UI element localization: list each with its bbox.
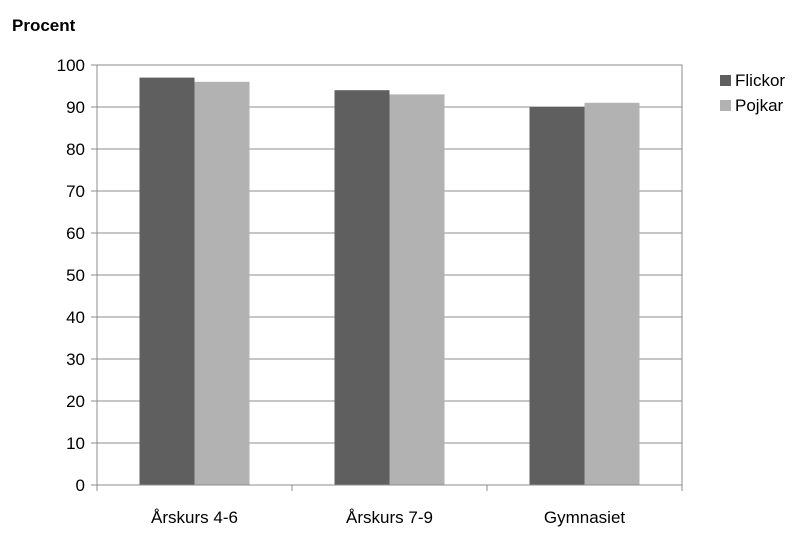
y-tick-label: 0: [76, 476, 85, 495]
x-axis-ticks: Årskurs 4-6 Årskurs 7-9 Gymnasiet: [96, 485, 683, 527]
bar-pojkar-1: [389, 94, 445, 486]
legend-swatch-pojkar: [720, 100, 731, 111]
y-tick-label: 70: [66, 182, 85, 201]
y-axis-title: Procent: [12, 16, 76, 35]
y-axis-ticks: 0 10 20 30 40 50 60 70 80 90 100: [57, 56, 97, 495]
legend-swatch-flickor: [720, 75, 731, 86]
x-category-label: Årskurs 7-9: [346, 508, 433, 527]
bar-pojkar-2: [584, 102, 640, 486]
y-tick-label: 60: [66, 224, 85, 243]
y-tick-label: 30: [66, 350, 85, 369]
y-tick-label: 10: [66, 434, 85, 453]
y-tick-label: 50: [66, 266, 85, 285]
y-tick-label: 90: [66, 98, 85, 117]
bar-flickor-1: [334, 90, 390, 485]
y-tick-label: 40: [66, 308, 85, 327]
x-category-label: Gymnasiet: [544, 508, 626, 527]
legend: Flickor Pojkar: [720, 71, 785, 115]
bar-pojkar-0: [194, 81, 250, 486]
bars: [139, 77, 640, 486]
y-tick-label: 80: [66, 140, 85, 159]
legend-label-flickor: Flickor: [735, 71, 785, 90]
legend-label-pojkar: Pojkar: [735, 96, 784, 115]
bar-flickor-0: [139, 77, 195, 485]
y-tick-label: 20: [66, 392, 85, 411]
y-tick-label: 100: [57, 56, 85, 75]
x-category-label: Årskurs 4-6: [151, 508, 238, 527]
bar-flickor-2: [529, 107, 585, 485]
